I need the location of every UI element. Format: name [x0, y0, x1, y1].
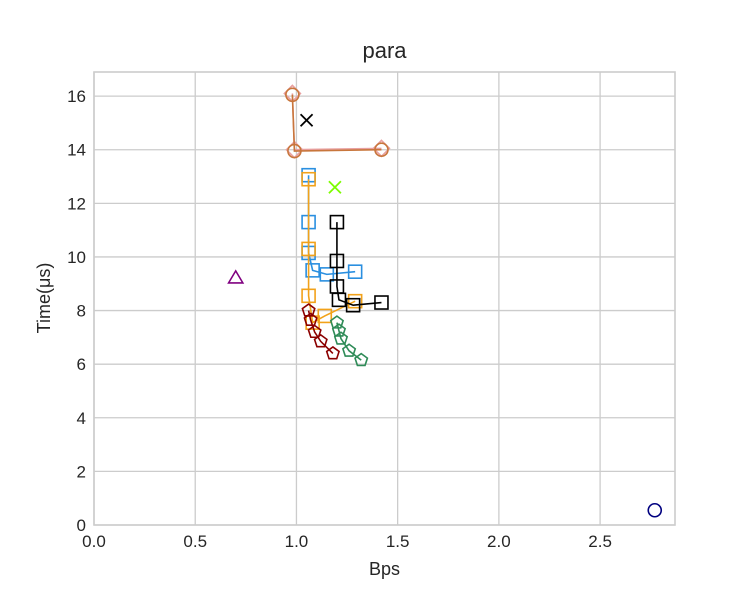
- series-3: [328, 180, 342, 194]
- series-1: [285, 87, 389, 159]
- chart-title: para: [362, 38, 407, 63]
- y-axis-label: Time(μs): [34, 263, 54, 334]
- data-point-square: [301, 288, 316, 304]
- series-line: [291, 94, 382, 152]
- y-tick-label: 10: [67, 248, 86, 267]
- plot-series: [227, 84, 663, 518]
- series-2: [299, 113, 314, 127]
- tick-labels: 0.0 0.5 1.0 1.5 2.0 2.5 0 2 4 6 8 10 12 14 16: [67, 87, 612, 551]
- data-point-square: [317, 308, 333, 324]
- series-9: [329, 315, 369, 367]
- data-point-pentagon: [313, 333, 328, 348]
- series-6: [329, 214, 389, 313]
- data-point-circle: [285, 87, 300, 103]
- y-tick-label: 12: [67, 194, 86, 213]
- x-tick-label: 2.5: [588, 532, 612, 551]
- data-point-square: [345, 297, 361, 313]
- x-tick-label: 2.0: [487, 532, 511, 551]
- data-point-pentagon: [354, 352, 369, 367]
- data-point-square: [347, 293, 363, 309]
- data-point-square: [347, 264, 363, 279]
- data-point-square: [301, 241, 316, 257]
- data-point-pentagon: [303, 312, 318, 327]
- data-point-circle: [374, 142, 389, 158]
- x-marker-stroke: [328, 180, 342, 194]
- data-point-circle: [647, 502, 663, 518]
- x-tick-label: 0.0: [82, 532, 106, 551]
- data-point-pentagon: [329, 315, 345, 329]
- plot-frame: [93, 71, 676, 526]
- y-tick-label: 8: [77, 302, 86, 321]
- data-point-triangle: [227, 269, 245, 284]
- grid: [93, 72, 675, 526]
- data-point-square: [329, 214, 345, 230]
- series-7: [227, 269, 245, 284]
- series-10: [647, 502, 663, 518]
- y-tick-label: 4: [77, 409, 86, 428]
- data-point-pentagon: [331, 323, 347, 337]
- y-tick-label: 16: [67, 87, 86, 106]
- x-tick-label: 1.0: [285, 532, 309, 551]
- x-axis-label: Bps: [369, 559, 400, 579]
- data-point-square: [319, 267, 335, 282]
- data-point-pentagon: [325, 345, 341, 360]
- data-point-square: [329, 253, 345, 269]
- x-tick-label: 1.5: [386, 532, 410, 551]
- y-tick-label: 14: [67, 141, 86, 160]
- y-tick-label: 2: [77, 462, 86, 481]
- data-point-pentagon: [307, 324, 322, 339]
- x-tick-label: 0.5: [183, 532, 207, 551]
- data-point-x: [328, 180, 342, 194]
- data-point-pentagon: [333, 331, 349, 345]
- data-point-circle: [287, 143, 302, 159]
- series-8: [301, 303, 341, 360]
- y-tick-label: 6: [77, 355, 86, 374]
- data-point-square: [305, 263, 320, 278]
- data-point-square: [301, 171, 316, 187]
- data-point-pentagon: [341, 343, 357, 357]
- series-line: [307, 179, 356, 324]
- data-point-square: [374, 295, 389, 310]
- data-point-square: [331, 292, 347, 308]
- y-tick-label: 0: [77, 516, 86, 535]
- data-point-x: [299, 113, 314, 127]
- x-marker-stroke: [299, 113, 314, 127]
